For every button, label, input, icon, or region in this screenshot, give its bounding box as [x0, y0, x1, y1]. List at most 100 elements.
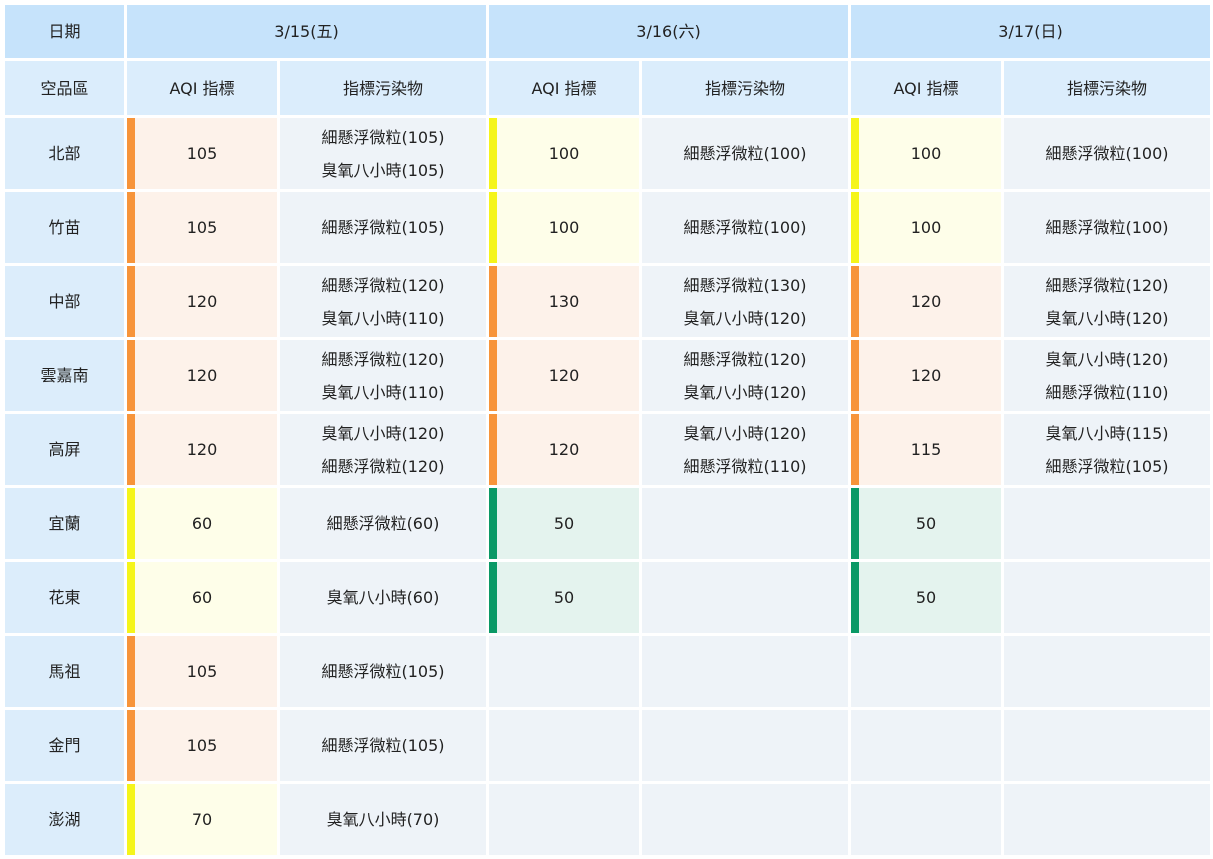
aqi-value: 100	[548, 144, 580, 163]
aqi-value-cell: 100	[489, 118, 639, 189]
aqi-level-bar	[851, 118, 859, 189]
pollutant-item: 細懸浮微粒(120)	[1045, 275, 1169, 295]
pollutant-item: 臭氧八小時(120)	[683, 423, 807, 443]
aqi-value-cell: 130	[489, 266, 639, 337]
aqi-level-bar	[127, 784, 135, 855]
pollutant-cell: 細懸浮微粒(130) 臭氧八小時(120)	[642, 266, 848, 337]
pollutant-item: 細懸浮微粒(130)	[683, 275, 807, 295]
aqi-level-bar	[127, 192, 135, 263]
pollutant-cell: 臭氧八小時(120) 細懸浮微粒(110)	[642, 414, 848, 485]
pollutant-item: 臭氧八小時(110)	[321, 308, 445, 328]
aqi-level-bar	[851, 340, 859, 411]
aqi-value: 50	[915, 514, 937, 533]
pollutant-cell: 臭氧八小時(60)	[280, 562, 486, 633]
pollutant-item: 細懸浮微粒(105)	[321, 662, 445, 681]
aqi-value-cell: 70	[127, 784, 277, 855]
aqi-value: 105	[186, 736, 218, 755]
pollutant-item: 臭氧八小時(120)	[1045, 308, 1169, 328]
region-name: 馬祖	[5, 636, 124, 707]
aqi-level-bar	[489, 562, 497, 633]
pollutant-cell: 細懸浮微粒(105) 臭氧八小時(105)	[280, 118, 486, 189]
pollutant-item: 細懸浮微粒(120)	[321, 349, 445, 369]
pollutant-item: 臭氧八小時(110)	[321, 382, 445, 402]
region-name: 中部	[5, 266, 124, 337]
aqi-level-bar	[851, 414, 859, 485]
aqi-value-cell: 120	[851, 266, 1001, 337]
empty-cell	[1004, 710, 1210, 781]
aqi-value: 120	[548, 440, 580, 459]
aqi-level-bar	[127, 710, 135, 781]
date-column-header: 3/17(日)	[851, 5, 1210, 58]
aqi-value-cell: 120	[127, 340, 277, 411]
aqi-value: 50	[553, 514, 575, 533]
aqi-level-bar	[489, 414, 497, 485]
empty-cell	[489, 636, 639, 707]
aqi-value-cell: 120	[489, 414, 639, 485]
aqi-value: 120	[548, 366, 580, 385]
pollutant-item: 細懸浮微粒(105)	[1045, 456, 1169, 476]
date-column-header: 3/15(五)	[127, 5, 486, 58]
empty-cell	[1004, 636, 1210, 707]
pollutant-item: 細懸浮微粒(100)	[683, 144, 807, 163]
region-name: 雲嘉南	[5, 340, 124, 411]
aqi-level-bar	[127, 266, 135, 337]
empty-cell	[851, 710, 1001, 781]
aqi-value: 130	[548, 292, 580, 311]
pollutant-column-header: 指標污染物	[1004, 61, 1210, 115]
pollutant-item: 臭氧八小時(120)	[321, 423, 445, 443]
pollutant-cell: 細懸浮微粒(100)	[642, 192, 848, 263]
pollutant-item: 臭氧八小時(70)	[326, 810, 440, 829]
pollutant-item: 臭氧八小時(120)	[1045, 349, 1169, 369]
pollutant-cell: 細懸浮微粒(105)	[280, 710, 486, 781]
aqi-level-bar	[127, 340, 135, 411]
aqi-value-cell: 105	[127, 710, 277, 781]
empty-cell	[1004, 784, 1210, 855]
pollutant-item: 細懸浮微粒(120)	[683, 349, 807, 369]
pollutant-item: 細懸浮微粒(100)	[1045, 218, 1169, 237]
pollutant-column-header: 指標污染物	[642, 61, 848, 115]
aqi-level-bar	[489, 118, 497, 189]
aqi-value: 120	[910, 292, 942, 311]
aqi-column-header: AQI 指標	[127, 61, 277, 115]
pollutant-item: 臭氧八小時(60)	[326, 588, 440, 607]
region-name: 宜蘭	[5, 488, 124, 559]
aqi-value-cell: 100	[851, 118, 1001, 189]
aqi-value-cell: 105	[127, 192, 277, 263]
region-header: 空品區	[5, 61, 124, 115]
aqi-value: 60	[191, 514, 213, 533]
pollutant-item: 細懸浮微粒(100)	[683, 218, 807, 237]
aqi-value: 115	[910, 440, 942, 459]
region-name: 花東	[5, 562, 124, 633]
aqi-value: 70	[191, 810, 213, 829]
aqi-value: 50	[915, 588, 937, 607]
pollutant-cell: 細懸浮微粒(100)	[1004, 118, 1210, 189]
aqi-value: 60	[191, 588, 213, 607]
aqi-level-bar	[851, 192, 859, 263]
aqi-value-cell: 50	[851, 488, 1001, 559]
aqi-level-bar	[489, 340, 497, 411]
aqi-level-bar	[851, 562, 859, 633]
pollutant-item: 細懸浮微粒(105)	[321, 218, 445, 237]
pollutant-item: 細懸浮微粒(120)	[321, 456, 445, 476]
aqi-value: 100	[910, 144, 942, 163]
aqi-column-header: AQI 指標	[489, 61, 639, 115]
aqi-level-bar	[851, 488, 859, 559]
pollutant-cell: 細懸浮微粒(105)	[280, 636, 486, 707]
aqi-level-bar	[127, 118, 135, 189]
empty-cell	[642, 636, 848, 707]
pollutant-column-header: 指標污染物	[280, 61, 486, 115]
aqi-value-cell: 105	[127, 118, 277, 189]
aqi-value-cell: 120	[127, 414, 277, 485]
region-name: 北部	[5, 118, 124, 189]
pollutant-cell: 臭氧八小時(120) 細懸浮微粒(110)	[1004, 340, 1210, 411]
aqi-value: 100	[910, 218, 942, 237]
aqi-level-bar	[127, 414, 135, 485]
pollutant-cell	[642, 488, 848, 559]
aqi-level-bar	[489, 266, 497, 337]
pollutant-cell: 細懸浮微粒(120) 臭氧八小時(120)	[642, 340, 848, 411]
pollutant-cell: 臭氧八小時(120) 細懸浮微粒(120)	[280, 414, 486, 485]
pollutant-cell: 細懸浮微粒(105)	[280, 192, 486, 263]
aqi-value-cell: 50	[489, 488, 639, 559]
pollutant-cell: 細懸浮微粒(100)	[642, 118, 848, 189]
